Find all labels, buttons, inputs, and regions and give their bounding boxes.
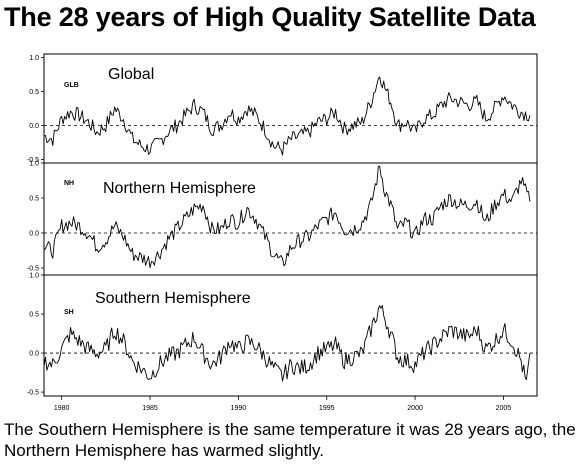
x-tick-label: 1985 bbox=[142, 405, 158, 412]
x-tick-label: 1995 bbox=[319, 405, 335, 412]
panel-label-nh: Northern Hemisphere bbox=[103, 180, 256, 197]
y-tick-label: 0.0 bbox=[29, 123, 39, 130]
y-tick-label: 0.0 bbox=[29, 231, 39, 238]
caption-text: The Southern Hemisphere is the same temp… bbox=[4, 420, 576, 460]
x-tick-label: 1990 bbox=[231, 405, 247, 412]
page-title: The 28 years of High Quality Satellite D… bbox=[4, 2, 536, 32]
panel-code-nh: NH bbox=[64, 180, 74, 187]
panel-label-sh: Southern Hemisphere bbox=[95, 290, 251, 307]
panel-code-sh: SH bbox=[64, 309, 74, 316]
x-tick-label: 2000 bbox=[407, 405, 423, 412]
x-tick-label: 2005 bbox=[496, 405, 512, 412]
series-line-sh bbox=[43, 304, 531, 382]
y-tick-label: 0.0 bbox=[29, 351, 39, 358]
y-tick-label: 1.0 bbox=[29, 273, 39, 280]
panel-code-glb: GLB bbox=[64, 82, 79, 89]
series-line-glb bbox=[43, 76, 531, 156]
y-tick-label: -0.5 bbox=[27, 157, 39, 164]
series-line-nh bbox=[43, 165, 531, 269]
y-tick-label: 0.5 bbox=[29, 89, 39, 96]
x-tick-label: 1980 bbox=[54, 405, 70, 412]
panel-frame-sh bbox=[43, 274, 538, 397]
y-tick-label: -0.5 bbox=[27, 266, 39, 273]
y-tick-label: 0.5 bbox=[29, 196, 39, 203]
y-tick-label: -0.5 bbox=[27, 390, 39, 397]
satellite-temperature-chart: 1.0 0.5 0.0 -0.5 Global GLB 1.0 0.5 0.0 -0.5 North… bbox=[27, 53, 538, 412]
y-tick-label: 1.0 bbox=[29, 55, 39, 62]
panel-label-glb: Global bbox=[108, 66, 154, 83]
y-tick-label: 0.5 bbox=[29, 312, 39, 319]
y-tick-label: 1.0 bbox=[29, 161, 39, 168]
